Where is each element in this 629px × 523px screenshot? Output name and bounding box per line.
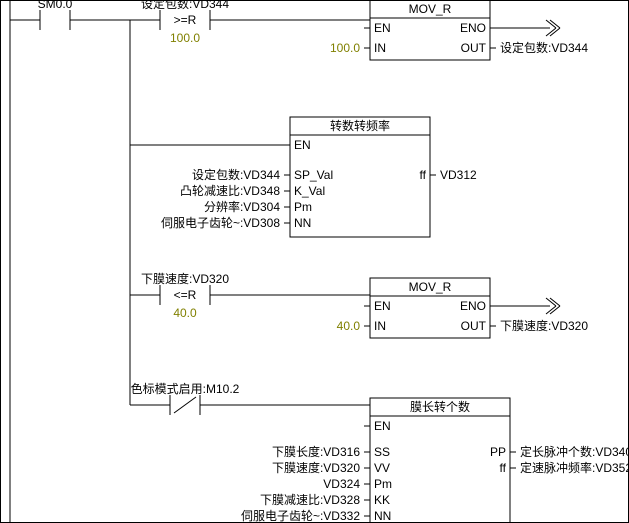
svg-text:100.0: 100.0 bbox=[330, 41, 360, 55]
svg-text:40.0: 40.0 bbox=[173, 306, 197, 320]
svg-text:设定包数:VD344: 设定包数:VD344 bbox=[192, 167, 280, 182]
svg-text:VV: VV bbox=[374, 461, 390, 475]
svg-text:IN: IN bbox=[374, 41, 386, 55]
svg-text:ENO: ENO bbox=[460, 299, 486, 313]
svg-text:EN: EN bbox=[374, 299, 391, 313]
svg-text:PP: PP bbox=[490, 445, 506, 459]
svg-text:膜长转个数: 膜长转个数 bbox=[410, 399, 470, 414]
svg-text:IN: IN bbox=[374, 319, 386, 333]
svg-text:KK: KK bbox=[374, 493, 390, 507]
svg-text:下膜速度:VD320: 下膜速度:VD320 bbox=[500, 318, 588, 333]
svg-text:下膜减速比:VD328: 下膜减速比:VD328 bbox=[260, 493, 360, 507]
svg-text:VD312: VD312 bbox=[440, 168, 477, 182]
svg-text:<=R: <=R bbox=[174, 288, 197, 302]
svg-text:下膜速度:VD320: 下膜速度:VD320 bbox=[141, 271, 229, 286]
svg-text:伺服电子齿轮~:VD332: 伺服电子齿轮~:VD332 bbox=[241, 509, 360, 523]
svg-text:K_Val: K_Val bbox=[294, 184, 325, 198]
svg-text:转数转频率: 转数转频率 bbox=[330, 118, 390, 133]
svg-text:EN: EN bbox=[374, 21, 391, 35]
svg-text:40.0: 40.0 bbox=[337, 319, 361, 333]
svg-text:分辨率:VD304: 分辨率:VD304 bbox=[204, 199, 280, 214]
svg-text:EN: EN bbox=[294, 138, 311, 152]
svg-text:VD324: VD324 bbox=[323, 477, 360, 491]
svg-text:ff: ff bbox=[500, 461, 507, 475]
svg-text:ff: ff bbox=[420, 168, 427, 182]
svg-text:>=R: >=R bbox=[174, 13, 197, 27]
svg-text:凸轮减速比:VD348: 凸轮减速比:VD348 bbox=[180, 184, 280, 198]
svg-text:MOV_R: MOV_R bbox=[409, 2, 452, 16]
svg-text:下膜长度:VD316: 下膜长度:VD316 bbox=[272, 444, 360, 459]
svg-text:下膜速度:VD320: 下膜速度:VD320 bbox=[272, 460, 360, 475]
svg-text:MOV_R: MOV_R bbox=[409, 280, 452, 294]
svg-text:SM0.0: SM0.0 bbox=[38, 0, 73, 11]
svg-text:SP_Val: SP_Val bbox=[294, 168, 333, 182]
svg-text:Pm: Pm bbox=[294, 200, 312, 214]
svg-text:设定包数:VD344: 设定包数:VD344 bbox=[500, 40, 588, 55]
ladder-diagram: SM0.0 设定包数:VD344 >=R 100.0 MOV_R EN ENO IN OUT 10… bbox=[0, 0, 629, 523]
svg-text:设定包数:VD344: 设定包数:VD344 bbox=[141, 0, 229, 11]
svg-text:OUT: OUT bbox=[461, 41, 487, 55]
svg-text:定速脉冲频率:VD352: 定速脉冲频率:VD352 bbox=[520, 460, 629, 475]
svg-text:NN: NN bbox=[294, 216, 311, 230]
svg-text:NN: NN bbox=[374, 509, 391, 523]
svg-text:SS: SS bbox=[374, 445, 390, 459]
svg-text:100.0: 100.0 bbox=[170, 31, 200, 45]
svg-text:OUT: OUT bbox=[461, 319, 487, 333]
svg-text:ENO: ENO bbox=[460, 21, 486, 35]
svg-text:EN: EN bbox=[374, 419, 391, 433]
svg-text:定长脉冲个数:VD340: 定长脉冲个数:VD340 bbox=[520, 444, 629, 459]
svg-text:伺服电子齿轮~:VD308: 伺服电子齿轮~:VD308 bbox=[161, 216, 280, 230]
svg-text:Pm: Pm bbox=[374, 477, 392, 491]
svg-text:色标模式启用:M10.2: 色标模式启用:M10.2 bbox=[131, 382, 240, 396]
